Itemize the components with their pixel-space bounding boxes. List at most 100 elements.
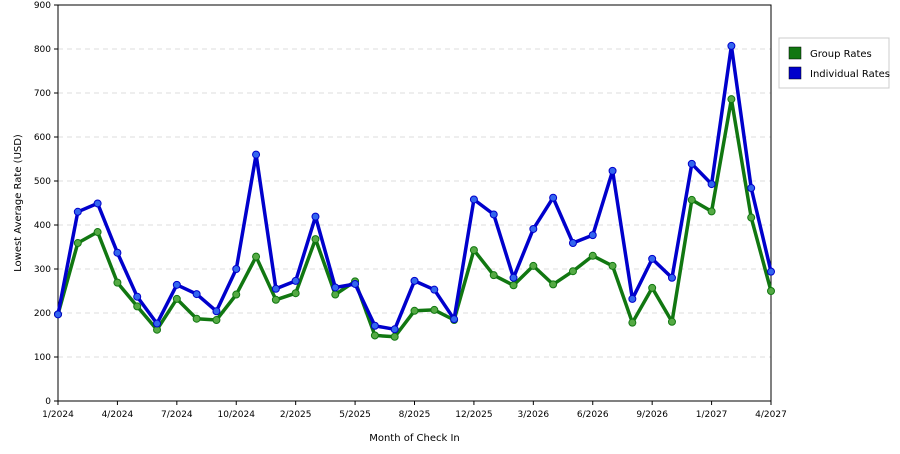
x-tick-label: 5/2025 <box>339 410 371 420</box>
data-point <box>331 283 340 292</box>
data-point <box>172 280 181 289</box>
data-point <box>113 278 122 287</box>
y-tick-label: 600 <box>34 133 51 143</box>
data-point <box>73 207 82 216</box>
x-tick-label: 4/2027 <box>755 410 787 420</box>
x-axis-title: Month of Check In <box>369 433 460 444</box>
data-point <box>529 261 538 270</box>
series-line <box>56 97 773 339</box>
x-tick-label: 12/2025 <box>455 410 492 420</box>
data-point <box>271 284 280 293</box>
series-line <box>56 44 773 332</box>
y-tick-label: 900 <box>34 1 51 11</box>
legend: Group Rates Individual Rates <box>778 37 890 89</box>
data-point <box>113 248 122 257</box>
data-point <box>549 280 558 289</box>
data-point <box>212 316 221 325</box>
y-tick-label: 700 <box>34 89 51 99</box>
data-point <box>232 290 241 299</box>
data-point <box>390 332 399 341</box>
data-point <box>410 276 419 285</box>
data-point <box>747 213 756 222</box>
data-point <box>707 180 716 189</box>
series-lines <box>54 41 775 341</box>
series-individual-rates <box>54 41 775 334</box>
legend-swatch <box>788 66 802 80</box>
legend-swatch <box>788 46 802 60</box>
data-point <box>568 239 577 248</box>
data-point <box>469 246 478 255</box>
data-point <box>252 252 261 261</box>
y-tick-label: 200 <box>34 309 51 319</box>
x-tick-label: 9/2026 <box>636 410 668 420</box>
plot-frame <box>57 4 772 402</box>
data-point <box>73 239 82 248</box>
data-point <box>667 273 676 282</box>
data-point <box>192 290 201 299</box>
y-tick-label: 0 <box>45 397 51 407</box>
x-tick-label: 3/2026 <box>517 410 549 420</box>
data-point <box>727 41 736 50</box>
data-point <box>212 307 221 316</box>
data-point <box>628 294 637 303</box>
data-point <box>192 314 201 323</box>
data-point <box>509 281 518 290</box>
data-point <box>767 267 775 276</box>
data-point <box>232 265 241 273</box>
data-point <box>509 273 518 282</box>
data-point <box>489 210 498 219</box>
data-point <box>588 231 597 240</box>
data-point <box>667 317 676 326</box>
y-tick-label: 300 <box>34 265 51 275</box>
data-point <box>529 224 538 233</box>
data-point <box>331 290 340 299</box>
data-point <box>430 305 439 314</box>
data-point <box>687 159 696 168</box>
data-point <box>370 321 379 330</box>
data-point <box>252 150 261 159</box>
y-tick-label: 100 <box>34 353 51 363</box>
data-point <box>153 319 162 328</box>
data-point <box>410 306 419 315</box>
x-tick-label: 7/2024 <box>161 410 193 420</box>
y-tick-label: 400 <box>34 221 51 231</box>
tick-labels: 0 100 200 300 400 500 600 700 800 900 1/2024 4/2024… <box>34 1 787 420</box>
data-point <box>291 276 300 285</box>
data-point <box>588 251 597 260</box>
data-point <box>648 254 657 263</box>
data-point <box>707 207 716 216</box>
x-tick-label: 6/2026 <box>577 410 609 420</box>
data-point <box>608 166 617 175</box>
data-point <box>549 193 558 202</box>
data-point <box>568 267 577 276</box>
x-tick-label: 2/2025 <box>280 410 312 420</box>
data-point <box>628 318 637 327</box>
data-point <box>370 331 379 340</box>
x-tick-label: 1/2027 <box>696 410 728 420</box>
legend-label: Individual Rates <box>810 69 890 80</box>
data-point <box>648 283 657 292</box>
data-point <box>450 315 459 324</box>
data-point <box>687 195 696 204</box>
data-point <box>311 235 320 244</box>
data-point <box>271 295 280 304</box>
data-point <box>133 292 142 301</box>
data-point <box>351 279 360 288</box>
data-point <box>291 289 300 298</box>
data-point <box>430 285 439 294</box>
x-tick-label: 8/2025 <box>399 410 431 420</box>
y-tick-label: 500 <box>34 177 51 187</box>
data-point <box>767 287 775 295</box>
x-tick-label: 4/2024 <box>102 410 134 420</box>
data-point <box>93 199 102 208</box>
data-point <box>469 195 478 204</box>
data-point <box>54 310 62 319</box>
series-group-rates <box>54 95 775 341</box>
data-point <box>311 212 320 221</box>
y-tick-label: 800 <box>34 45 51 55</box>
x-tick-label: 1/2024 <box>42 410 74 420</box>
axes <box>54 4 772 405</box>
data-point <box>489 271 498 280</box>
